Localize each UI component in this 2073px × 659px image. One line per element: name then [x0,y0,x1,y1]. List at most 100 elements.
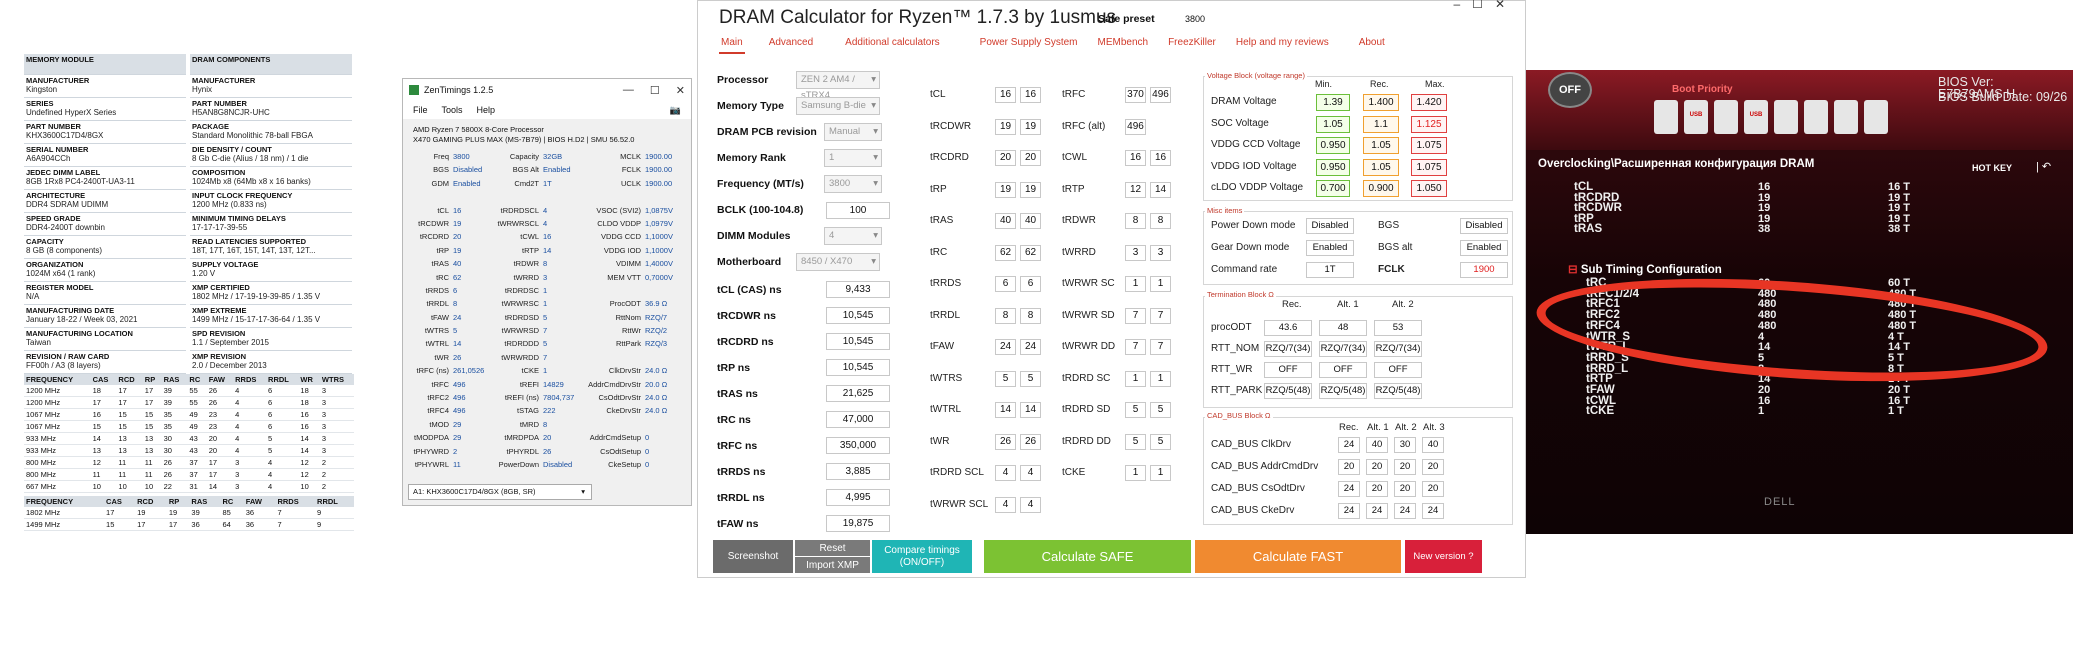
tab-about[interactable]: About [1358,37,1385,48]
timing-cur[interactable]: 7 [1150,339,1171,355]
power-off-button[interactable]: OFF [1548,72,1592,108]
boot-device-icon[interactable]: USB [1744,100,1768,134]
timing-cur[interactable]: 14 [1150,181,1171,198]
voltage-rec[interactable]: 1.05 [1363,137,1399,154]
voltage-min[interactable]: 0.950 [1316,158,1350,176]
timing-rec[interactable]: 8 [995,307,1016,324]
boot-device-icon[interactable] [1654,100,1678,134]
termination-value[interactable]: RZQ/5(48) [1264,383,1312,399]
timing-cur[interactable]: 1 [1150,370,1171,387]
timing-rec[interactable]: 6 [995,276,1016,292]
timing-cur[interactable]: 19 [1020,118,1041,135]
minimize-icon[interactable]: – [1453,0,1473,11]
select-memory-rank[interactable]: 1 [824,149,882,167]
voltage-rec[interactable]: 0.900 [1363,180,1399,197]
termination-value[interactable]: RZQ/7(34) [1374,341,1422,357]
timing-rec[interactable]: 7 [1125,307,1146,324]
bios-timing-setting[interactable]: 4 T [1888,330,1904,343]
cad-value[interactable]: 20 [1394,459,1416,475]
bios-timing-setting[interactable]: 16 T [1888,181,1911,193]
misc-value[interactable]: Enabled [1460,240,1508,256]
voltage-min[interactable]: 0.700 [1316,180,1350,197]
timing-rec[interactable]: 5 [1125,433,1146,450]
ns-value-trc-ns[interactable]: 47,000 [826,411,890,428]
timing-cur[interactable]: 5 [1150,402,1171,418]
timing-cur[interactable]: 8 [1150,213,1171,229]
calculate-fast-button[interactable]: Calculate FAST [1195,540,1401,573]
timing-rec[interactable]: 1 [1125,465,1146,481]
select-motherboard[interactable]: 8450 / X470 [796,253,880,271]
bios-timing-name[interactable]: tRFC2 [1586,309,1620,322]
bios-timing-setting[interactable]: 19 T [1888,191,1911,204]
ns-value-tras-ns[interactable]: 21,625 [826,385,890,402]
timing-rec[interactable]: 5 [995,370,1016,387]
tab-additional-calculators[interactable]: Additional calculators [845,37,940,48]
timing-cur[interactable]: 5 [1020,370,1041,387]
boot-device-icon[interactable] [1774,100,1798,134]
timing-cur[interactable]: 19 [1020,181,1041,198]
bios-timing-name[interactable]: tRCDRD [1574,191,1620,204]
timing-rec[interactable]: 20 [995,150,1016,166]
import-xmp-button[interactable]: Import XMP [795,557,870,573]
timing-rec[interactable]: 3 [1125,244,1146,261]
close-icon[interactable]: ✕ [675,84,685,97]
ns-value-trfc-ns[interactable]: 350,000 [826,437,890,454]
cad-value[interactable]: 24 [1394,503,1416,519]
timing-cur[interactable]: 16 [1020,87,1041,103]
bios-timing-name[interactable]: tRP [1574,212,1594,225]
tab-main[interactable]: Main [719,37,745,54]
ns-value-tcl-cas-ns[interactable]: 9,433 [826,281,890,298]
voltage-min[interactable]: 1.05 [1316,115,1350,133]
bios-timing-name[interactable]: tRC [1586,277,1607,289]
cad-value[interactable]: 20 [1422,481,1444,497]
boot-device-icon[interactable] [1714,100,1738,134]
cad-value[interactable]: 40 [1422,437,1444,453]
timing-rec[interactable]: 16 [1125,150,1146,166]
cad-value[interactable]: 24 [1338,481,1360,497]
ns-value-trp-ns[interactable]: 10,545 [826,359,890,376]
termination-value[interactable]: RZQ/7(34) [1264,341,1312,357]
cad-value[interactable]: 20 [1366,459,1388,475]
timing-cur[interactable]: 6 [1020,276,1041,292]
termination-value[interactable]: RZQ/5(48) [1374,383,1422,399]
bios-timing-setting[interactable]: 1 T [1888,405,1904,418]
bios-timing-setting[interactable]: 5 T [1888,351,1904,364]
voltage-max[interactable]: 1.420 [1411,94,1447,111]
termination-value[interactable]: RZQ/5(48) [1319,383,1367,399]
bios-timing-setting[interactable]: 480 T [1888,287,1917,300]
tab-power-supply-system[interactable]: Power Supply System [979,37,1078,48]
minimize-icon[interactable]: — [622,83,634,96]
close-icon[interactable]: ✕ [1494,0,1517,11]
bios-timing-name[interactable]: tRRD_S [1586,351,1629,364]
misc-value[interactable]: 1T [1306,262,1354,278]
misc-value[interactable]: Disabled [1460,218,1508,234]
bios-timing-name[interactable]: tRTP [1586,373,1613,386]
select-memory-type[interactable]: Samsung B-die [796,97,880,115]
screenshot-button[interactable]: Screenshot [713,540,793,573]
timing-rec[interactable]: 1 [1125,276,1146,292]
timing-cur[interactable]: 7 [1150,307,1171,324]
cad-value[interactable]: 20 [1366,481,1388,497]
timing-rec[interactable]: 62 [995,244,1016,261]
timing-rec[interactable]: 1 [1125,370,1146,387]
select-processor[interactable]: ZEN 2 AM4 / sTRX4 [796,71,880,101]
ns-value-trcdwr-ns[interactable]: 10,545 [826,307,890,324]
select-frequency-mt-s[interactable]: 3800 [824,175,882,193]
boot-device-icon[interactable]: USB [1684,100,1708,134]
hotkey-label[interactable]: HOT KEY [1972,163,2013,173]
timing-rec[interactable]: 19 [995,118,1016,135]
timing-rec[interactable]: 24 [995,339,1016,355]
bios-timing-name[interactable]: tFAW [1586,384,1615,396]
camera-icon[interactable]: 📷 [669,104,681,115]
timing-cur[interactable]: 16 [1150,150,1171,166]
timing-rec[interactable]: 26 [995,433,1016,450]
bios-timing-name[interactable]: tRRD_L [1586,362,1629,375]
cad-value[interactable]: 24 [1338,503,1360,519]
boot-device-icon[interactable] [1864,100,1888,134]
tab-membench[interactable]: MEMbench [1097,37,1149,48]
termination-value[interactable]: RZQ/7(34) [1319,341,1367,357]
bios-timing-setting[interactable]: 480 T [1888,319,1917,332]
voltage-rec[interactable]: 1.05 [1363,158,1399,176]
cad-value[interactable]: 24 [1338,437,1360,453]
cad-value[interactable]: 24 [1366,503,1388,519]
